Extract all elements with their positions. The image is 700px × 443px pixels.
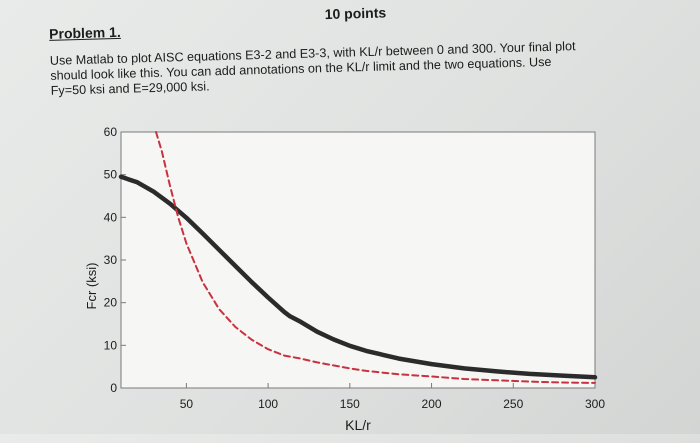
y-axis-label: Fcr (ksi) [84, 263, 99, 310]
plot-frame [120, 131, 596, 389]
column-strength-chart: 50 100 150 200 250 300 0 10 20 30 40 50 60 KL/r Fcr (k… [84, 125, 605, 433]
x-tick-label: 200 [422, 397, 442, 411]
y-tick-label: 50 [104, 168, 118, 182]
x-tick-label: 150 [340, 397, 360, 411]
y-tick-label: 30 [104, 253, 118, 267]
y-tick-label: 10 [104, 338, 118, 352]
series-elastic-dashed-line [155, 131, 596, 384]
y-tick-label: 60 [104, 125, 118, 139]
x-tick-label: 100 [258, 397, 278, 411]
y-tick-label: 40 [104, 210, 118, 224]
x-tick-label: 50 [180, 397, 194, 411]
x-axis-label: KL/r [345, 417, 371, 433]
series-inelastic-solid-line [118, 174, 598, 380]
x-tick-label: 250 [503, 397, 523, 411]
x-tick-label: 300 [585, 397, 605, 411]
y-tick-label: 0 [110, 381, 117, 395]
y-tick-label: 20 [104, 296, 118, 310]
